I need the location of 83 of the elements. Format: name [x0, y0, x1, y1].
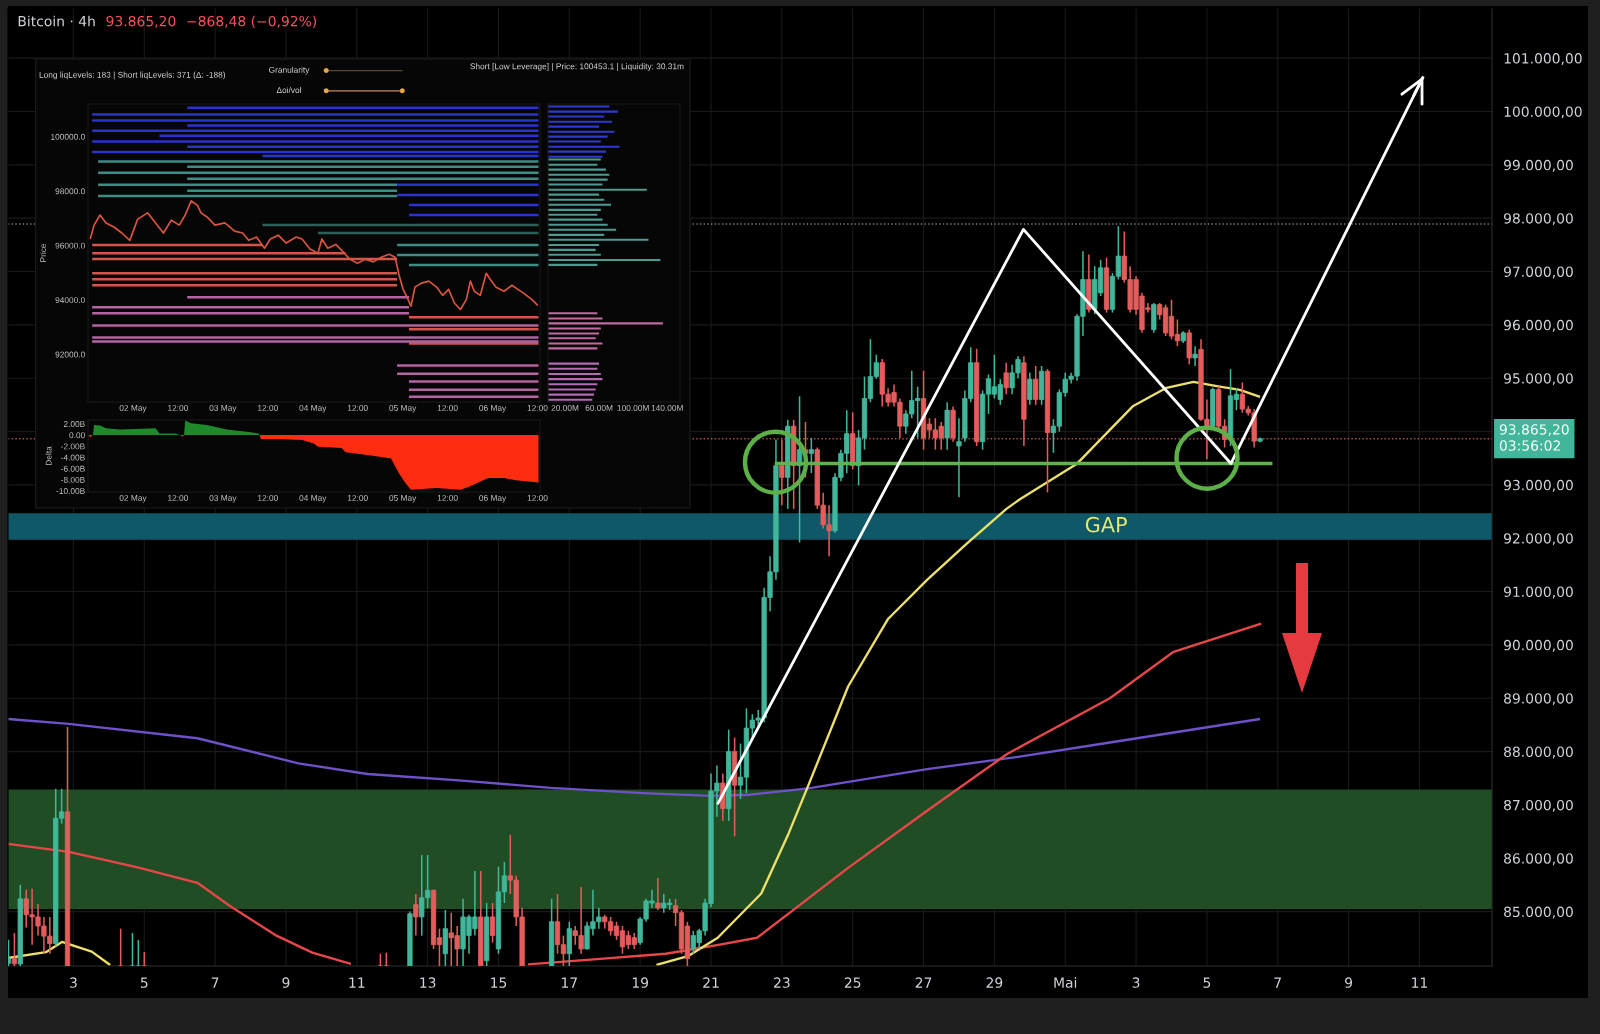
- x-tick-label: 03 May: [209, 405, 237, 413]
- y-tick-label: 95.000,00: [1503, 373, 1573, 386]
- x-tick-label: 04 May: [299, 405, 327, 413]
- x-tick-label: 13: [420, 977, 436, 988]
- x-tick-label: 02 May: [119, 405, 147, 413]
- x-tick-label: 06 May: [479, 405, 507, 413]
- annotation: Granularity: [269, 66, 310, 75]
- annotation: 93.865,20: [106, 15, 176, 28]
- y-tick-label: 0.00: [69, 432, 85, 439]
- y-tick-label: -10.00B: [56, 488, 85, 494]
- x-tick-label: Mai: [1054, 977, 1077, 988]
- y-tick-label: 86.000,00: [1504, 853, 1573, 866]
- x-tick-label: 7: [211, 977, 219, 988]
- x-tick-label: 27: [915, 977, 932, 988]
- y-tick-label: 91.000,00: [1503, 586, 1573, 599]
- x-tick-label: 21: [703, 977, 719, 988]
- x-tick-label: 12:00: [437, 405, 458, 411]
- x-tick-label: 03 May: [209, 495, 237, 503]
- x-tick-label: 29: [986, 977, 1003, 988]
- y-tick-label: 93.000,00: [1503, 479, 1573, 492]
- y-tick-label: 100000.0: [51, 133, 85, 140]
- band-label: GAP: [1085, 516, 1127, 533]
- x-tick-label: 9: [1345, 977, 1353, 988]
- ref-line-label: 93.865,20 03:56:02: [1499, 424, 1569, 451]
- x-tick-label: 12:00: [168, 405, 188, 411]
- y-tick-label: 89.000,00: [1504, 693, 1573, 706]
- annotation: Long liqLevels: 183 | Short liqLevels: 371 (Δ: -188): [39, 71, 226, 80]
- x-tick-label: 11: [349, 977, 365, 988]
- x-tick-label: 05 May: [389, 495, 417, 503]
- x-tick-label: 3: [1132, 977, 1140, 988]
- y-tick-label: 85.000,00: [1504, 906, 1573, 919]
- y-tick-label: 97.000,00: [1503, 266, 1573, 279]
- x-tick-label: 25: [844, 977, 861, 988]
- x-tick-label: 05 May: [389, 405, 417, 413]
- y-tick-label: -2.00B: [61, 443, 85, 450]
- x-tick-label: 19: [632, 977, 649, 988]
- x-tick-label: 12:00: [527, 405, 548, 411]
- y-tick-label: 94000.0: [55, 297, 85, 304]
- annotation: Δoi/vol: [276, 86, 301, 94]
- y-axis-title: Price: [39, 243, 47, 262]
- y-tick-label: 87.000,00: [1504, 799, 1573, 812]
- y-axis-title: Delta: [45, 446, 52, 466]
- x-tick-label: 12:00: [168, 495, 188, 501]
- x-tick-label: 7: [1274, 977, 1281, 988]
- x-tick-label: 12:00: [437, 495, 458, 501]
- x-tick-label: 5: [1203, 977, 1211, 988]
- x-tick-label: 04 May: [299, 495, 327, 503]
- y-tick-label: 92000.0: [55, 351, 85, 358]
- annotation: Short [Low Leverage] | Price: 100453.1 | Liquidity: 30.31m: [470, 63, 684, 71]
- annotation: −868,48 (−0,92%): [187, 15, 317, 29]
- y-tick-label: 98.000,00: [1503, 213, 1573, 226]
- y-tick-label: -6.00B: [61, 465, 85, 472]
- x-tick-label: 02 May: [119, 495, 147, 503]
- x-tick-label: 12:00: [347, 405, 368, 411]
- x-tick-label: 17: [562, 977, 577, 988]
- x-tick-label: 100.00M: [617, 405, 649, 411]
- y-tick-label: 96000.0: [55, 242, 85, 249]
- x-tick-label: 60.00M: [585, 405, 613, 411]
- y-tick-label: 92.000,00: [1503, 533, 1573, 546]
- x-tick-label: 140.00M: [651, 405, 683, 411]
- y-tick-label: 100.000,00: [1504, 106, 1582, 119]
- x-tick-label: 15: [491, 977, 507, 988]
- x-tick-label: 20.00M: [551, 405, 579, 411]
- x-tick-label: 12:00: [258, 405, 278, 411]
- x-tick-label: 12:00: [527, 495, 548, 501]
- y-tick-label: 99.000,00: [1503, 159, 1573, 172]
- x-tick-label: 23: [774, 977, 790, 988]
- y-tick-label: 98000.0: [55, 188, 85, 195]
- y-tick-label: 101.000,00: [1504, 53, 1582, 66]
- x-tick-label: 12:00: [258, 495, 278, 501]
- x-tick-label: 06 May: [479, 495, 507, 503]
- y-tick-label: 90.000,00: [1503, 639, 1573, 652]
- y-tick-label: -4.00B: [61, 454, 85, 461]
- x-tick-label: 5: [140, 977, 148, 988]
- x-tick-label: 11: [1412, 977, 1427, 988]
- x-tick-label: 3: [70, 977, 77, 988]
- y-tick-label: 88.000,00: [1504, 746, 1573, 759]
- x-tick-label: 9: [282, 977, 290, 988]
- x-tick-label: 12:00: [347, 495, 368, 501]
- y-tick-label: -8.00B: [61, 476, 85, 483]
- chart-title: Bitcoin · 4h: [18, 15, 95, 27]
- y-tick-label: 2.00B: [63, 421, 85, 428]
- y-tick-label: 96.000,00: [1503, 319, 1573, 332]
